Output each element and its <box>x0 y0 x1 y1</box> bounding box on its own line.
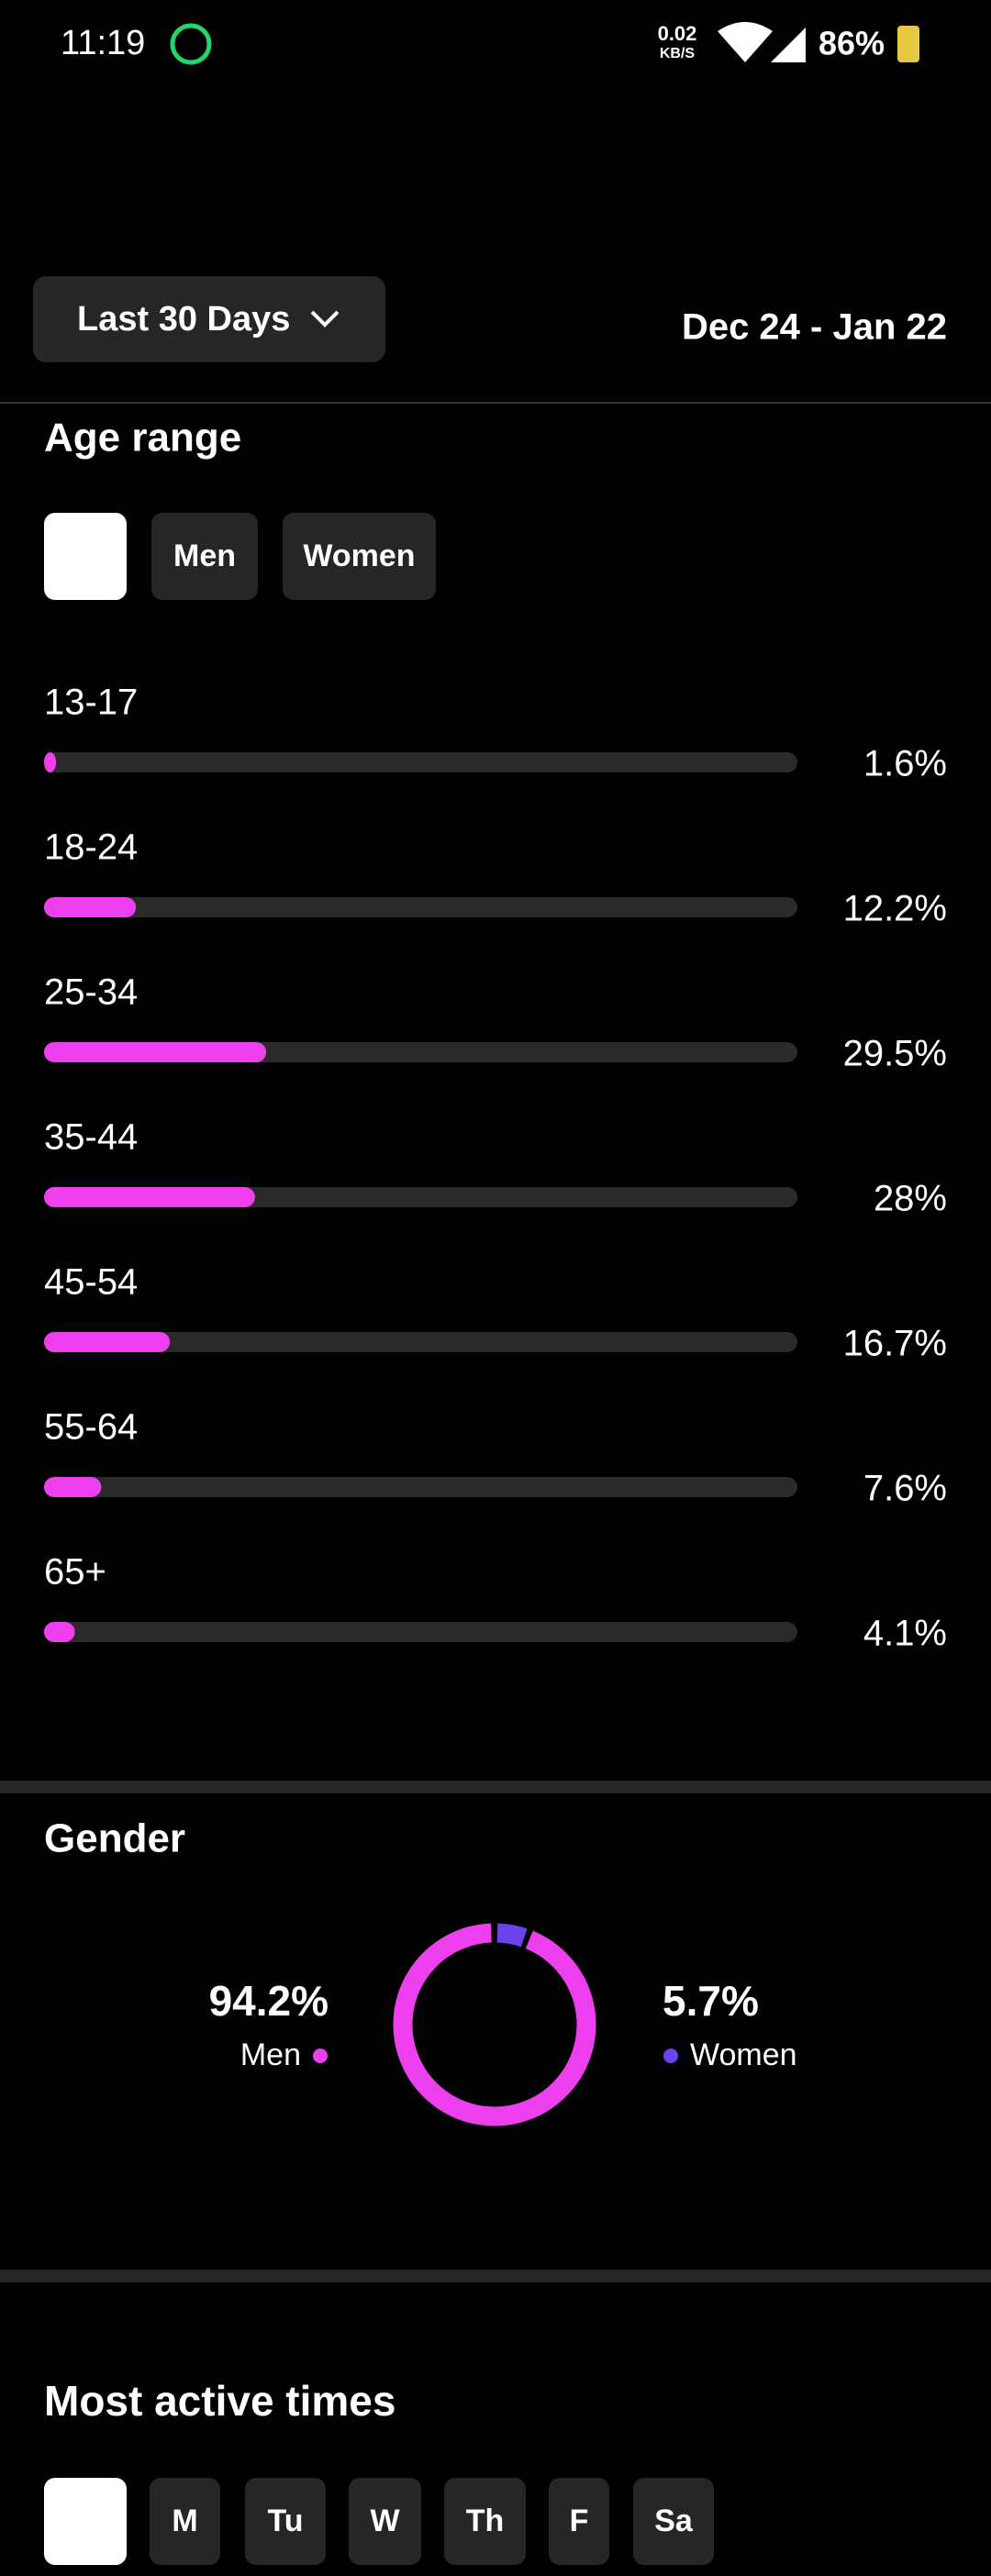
day-label[interactable]: Sa <box>654 2504 694 2538</box>
day-tab[interactable] <box>44 2478 127 2565</box>
day-tab[interactable] <box>444 2478 526 2565</box>
gender-label: Men <box>240 2037 301 2072</box>
section-title: Most active times <box>44 2377 395 2425</box>
signal-icon <box>771 28 806 62</box>
age-label: 25-34 <box>44 972 138 1013</box>
filter-label[interactable]: Men <box>173 539 236 573</box>
divider <box>0 1781 991 1793</box>
bar-value-label: 16.7% <box>843 1324 947 1364</box>
whatsapp-icon <box>170 23 212 65</box>
bar-value-label: 4.1% <box>863 1614 947 1654</box>
bar <box>44 897 137 917</box>
bar-value-label: 28% <box>874 1179 947 1219</box>
bar <box>44 1622 75 1642</box>
wifi-icon <box>718 22 773 62</box>
chevron-icon <box>310 310 340 328</box>
bar <box>44 1332 171 1352</box>
network-unit: KB/S <box>660 46 696 61</box>
bar-track <box>44 1622 797 1642</box>
filter-label[interactable]: All <box>65 539 105 573</box>
status-time: 11:19 <box>61 24 145 62</box>
day-label[interactable]: W <box>370 2504 400 2538</box>
bar-value-label: 12.2% <box>843 889 947 929</box>
range-selector-label[interactable]: Last 30 Days <box>77 300 290 339</box>
bar-track <box>44 1477 797 1497</box>
age-label: 35-44 <box>44 1117 138 1158</box>
age-label: 18-24 <box>44 827 138 868</box>
bar-track <box>44 752 797 772</box>
battery-icon <box>897 26 919 62</box>
filter-label[interactable]: Women <box>303 539 415 573</box>
bar-value-label: 7.6% <box>863 1469 947 1509</box>
donut-segment <box>496 1923 528 1948</box>
day-tab[interactable] <box>245 2478 326 2565</box>
day-label[interactable]: Tu <box>267 2504 303 2538</box>
day-label[interactable]: Su <box>65 2504 105 2538</box>
day-label[interactable]: M <box>172 2504 197 2538</box>
day-label[interactable]: F <box>570 2504 589 2538</box>
age-label: 65+ <box>44 1552 106 1593</box>
donut-segment <box>393 1923 596 2126</box>
bar <box>44 1042 267 1062</box>
filter-button[interactable] <box>44 513 127 600</box>
section-title: Gender <box>44 1816 185 1861</box>
age-label: 55-64 <box>44 1407 138 1448</box>
bar-value-label: 29.5% <box>843 1034 947 1074</box>
range-selector[interactable] <box>33 276 385 362</box>
bar-track <box>44 897 797 917</box>
day-tab[interactable] <box>549 2478 609 2565</box>
bar <box>44 1187 255 1207</box>
section-title: Age range <box>44 416 241 461</box>
day-label[interactable]: Th <box>466 2504 505 2538</box>
legend-dot <box>663 2049 678 2063</box>
divider <box>0 2270 991 2282</box>
gender-value: 94.2% <box>209 1977 328 2025</box>
gender-value: 5.7% <box>663 1977 759 2025</box>
age-label: 45-54 <box>44 1262 138 1303</box>
bar-track <box>44 1332 797 1352</box>
legend-dot <box>313 2049 328 2063</box>
battery-level: 86% <box>818 25 885 62</box>
day-tab[interactable] <box>349 2478 421 2565</box>
network-speed: 0.02 <box>658 22 697 45</box>
day-tab[interactable] <box>150 2478 220 2565</box>
age-label: 13-17 <box>44 683 138 723</box>
date-range: Dec 24 - Jan 22 <box>682 307 947 348</box>
filter-button[interactable] <box>283 513 436 600</box>
divider <box>0 402 991 404</box>
gender-label: Women <box>690 2037 797 2072</box>
bar-value-label: 1.6% <box>863 744 947 784</box>
bar <box>44 752 57 772</box>
bar <box>44 1477 102 1497</box>
day-tab[interactable] <box>633 2478 714 2565</box>
filter-button[interactable] <box>151 513 258 600</box>
